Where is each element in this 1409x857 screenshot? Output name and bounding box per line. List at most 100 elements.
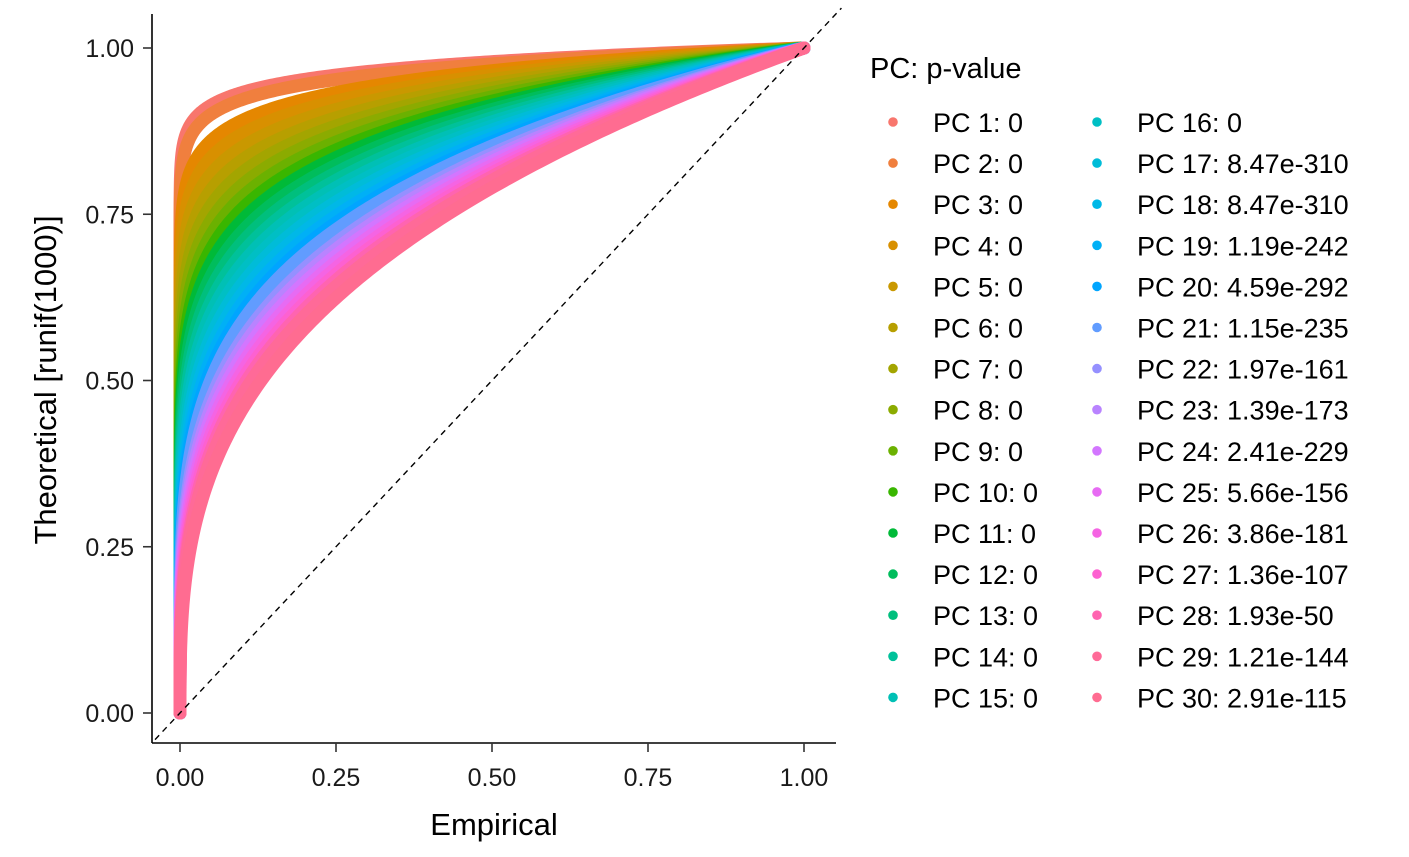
legend-item-pc-2: PC 2: 0 [888, 149, 1023, 179]
legend-label: PC 3: 0 [933, 190, 1023, 220]
legend-key-dot [888, 322, 898, 333]
legend-key-dot [1092, 692, 1102, 703]
legend-key-dot [888, 692, 898, 703]
legend-item-pc-4: PC 4: 0 [888, 231, 1023, 261]
legend-item-pc-16: PC 16: 0 [1092, 108, 1242, 138]
legend-label: PC 1: 0 [933, 108, 1023, 138]
legend-label: PC 4: 0 [933, 231, 1023, 261]
legend-label: PC 24: 2.41e-229 [1137, 437, 1349, 467]
legend-item-pc-15: PC 15: 0 [888, 683, 1038, 713]
x-ticks: 0.00 0.25 0.50 0.75 1.00 [156, 743, 829, 792]
legend-key-dot [888, 446, 898, 456]
y-ticks: 0.00 0.25 0.50 0.75 1.00 [85, 35, 152, 728]
legend-label: PC 21: 1.15e-235 [1137, 314, 1349, 344]
legend-item-pc-6: PC 6: 0 [888, 314, 1023, 344]
legend-key-dot [888, 281, 898, 292]
legend-key-dot [888, 610, 898, 620]
y-tick-label: 1.00 [85, 35, 134, 63]
legend-label: PC 20: 4.59e-292 [1137, 272, 1349, 302]
y-tick-label: 0.00 [85, 700, 134, 728]
legend-item-pc-12: PC 12: 0 [888, 560, 1038, 590]
legend-key-dot [1092, 610, 1102, 620]
y-tick-label: 0.50 [85, 368, 134, 396]
legend-item-pc-19: PC 19: 1.19e-242 [1092, 231, 1349, 261]
legend-label: PC 6: 0 [933, 314, 1023, 344]
legend-key-dot [1092, 199, 1102, 209]
legend-key-dot [888, 569, 898, 579]
x-tick-label: 0.50 [468, 764, 517, 792]
legend-label: PC 22: 1.97e-161 [1137, 355, 1349, 385]
legend-item-pc-9: PC 9: 0 [888, 437, 1023, 467]
legend-title: PC: p-value [870, 53, 1022, 85]
legend-key-dot [888, 487, 898, 497]
legend-item-pc-5: PC 5: 0 [888, 272, 1023, 302]
legend-item-pc-13: PC 13: 0 [888, 601, 1038, 631]
legend-label: PC 28: 1.93e-50 [1137, 601, 1334, 631]
legend-item-pc-3: PC 3: 0 [888, 190, 1023, 220]
legend-item-pc-29: PC 29: 1.21e-144 [1092, 642, 1349, 672]
series-line-pc-30 [173, 41, 811, 720]
legend-item-pc-23: PC 23: 1.39e-173 [1092, 396, 1349, 426]
legend-label: PC 26: 3.86e-181 [1137, 519, 1349, 549]
legend-key-dot [1092, 528, 1102, 538]
legend-item-pc-21: PC 21: 1.15e-235 [1092, 314, 1349, 344]
legend-item-pc-28: PC 28: 1.93e-50 [1092, 601, 1334, 631]
legend-items: PC 1: 0 PC 2: 0 PC 3: 0 PC 4: 0 PC 5: 0 PC 6:… [888, 108, 1349, 713]
legend-label: PC 19: 1.19e-242 [1137, 231, 1349, 261]
legend-key-dot [888, 199, 898, 209]
legend-label: PC 12: 0 [933, 560, 1038, 590]
legend-item-pc-17: PC 17: 8.47e-310 [1092, 149, 1349, 179]
legend-label: PC 18: 8.47e-310 [1137, 190, 1349, 220]
legend-item-pc-26: PC 26: 3.86e-181 [1092, 519, 1349, 549]
legend-key-dot [888, 117, 898, 127]
x-tick-label: 1.00 [780, 764, 829, 792]
legend-label: PC 27: 1.36e-107 [1137, 560, 1349, 590]
legend-label: PC 17: 8.47e-310 [1137, 149, 1349, 179]
legend-label: PC 29: 1.21e-144 [1137, 642, 1349, 672]
legend-label: PC 10: 0 [933, 478, 1038, 508]
axes: 0.00 0.25 0.50 0.75 1.00 0.00 0.25 0.50 0.75 1.0… [28, 14, 836, 842]
legend-item-pc-30: PC 30: 2.91e-115 [1092, 683, 1347, 713]
legend-key-dot [1092, 240, 1102, 251]
y-tick-label: 0.75 [85, 201, 134, 229]
legend: PC: p-value PC 1: 0 PC 2: 0 PC 3: 0 PC 4: 0… [870, 53, 1349, 713]
y-tick-label: 0.25 [85, 534, 134, 562]
legend-label: PC 16: 0 [1137, 108, 1242, 138]
legend-label: PC 13: 0 [933, 601, 1038, 631]
legend-key-dot [1092, 569, 1102, 579]
legend-item-pc-10: PC 10: 0 [888, 478, 1038, 508]
legend-key-dot [888, 363, 898, 374]
y-axis-title: Theoretical [runif(1000)] [28, 215, 63, 544]
legend-label: PC 30: 2.91e-115 [1137, 683, 1347, 713]
legend-label: PC 2: 0 [933, 149, 1023, 179]
legend-item-pc-24: PC 24: 2.41e-229 [1092, 437, 1349, 467]
legend-item-pc-27: PC 27: 1.36e-107 [1092, 560, 1349, 590]
legend-key-dot [888, 651, 898, 662]
legend-label: PC 8: 0 [933, 396, 1023, 426]
x-tick-label: 0.75 [624, 764, 673, 792]
legend-label: PC 14: 0 [933, 642, 1038, 672]
legend-key-dot [888, 240, 898, 251]
legend-label: PC 23: 1.39e-173 [1137, 396, 1349, 426]
x-axis-title: Empirical [430, 807, 557, 842]
legend-item-pc-25: PC 25: 5.66e-156 [1092, 478, 1349, 508]
legend-key-dot [1092, 281, 1102, 292]
legend-key-dot [1092, 363, 1102, 374]
legend-key-dot [1092, 158, 1102, 168]
legend-item-pc-18: PC 18: 8.47e-310 [1092, 190, 1349, 220]
legend-item-pc-1: PC 1: 0 [888, 108, 1023, 138]
legend-key-dot [888, 528, 898, 538]
x-tick-label: 0.00 [156, 764, 205, 792]
reference-line [154, 7, 842, 741]
legend-key-dot [1092, 446, 1102, 456]
legend-item-pc-11: PC 11: 0 [888, 519, 1036, 549]
legend-key-dot [888, 158, 898, 168]
legend-item-pc-20: PC 20: 4.59e-292 [1092, 272, 1349, 302]
legend-label: PC 11: 0 [933, 519, 1036, 549]
legend-key-dot [1092, 651, 1102, 662]
legend-item-pc-8: PC 8: 0 [888, 396, 1023, 426]
x-tick-label: 0.25 [312, 764, 361, 792]
legend-label: PC 15: 0 [933, 683, 1038, 713]
legend-label: PC 7: 0 [933, 355, 1023, 385]
